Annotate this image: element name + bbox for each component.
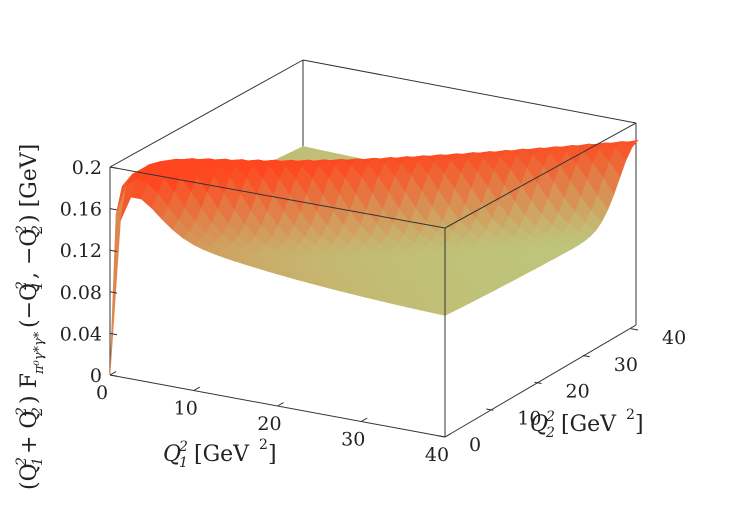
z-axis-label: (Q 2 1 + Q 2 2 ) F π⁰γ*γ* (−Q 2 1 , −Q 2… bbox=[14, 144, 47, 490]
z-tick-label: 0.08 bbox=[60, 282, 102, 304]
y-tick-mark bbox=[630, 328, 639, 331]
z-tick-label: 0.12 bbox=[60, 240, 102, 262]
x-tick-mark bbox=[277, 402, 284, 407]
x-tick-mark bbox=[444, 433, 452, 438]
x-tick-label: 30 bbox=[341, 429, 365, 451]
svg-text:2: 2 bbox=[259, 437, 268, 453]
svg-text:2: 2 bbox=[545, 409, 555, 425]
y-tick-mark bbox=[486, 408, 494, 411]
svg-text:) F: ) F bbox=[17, 373, 42, 404]
y-tick-mark bbox=[582, 354, 590, 358]
z-tick-label: 0.04 bbox=[60, 323, 102, 345]
axis-ticks: 0 10 20 30 40 0 10 20 30 40 0 0.04 0.08 0.12 0.16 0.2 bbox=[60, 157, 687, 466]
surface-patch bbox=[433, 309, 452, 316]
y-tick-label: 20 bbox=[566, 381, 590, 403]
svg-text:2: 2 bbox=[30, 225, 46, 235]
svg-text:2: 2 bbox=[14, 407, 30, 417]
x-axis-label: Q 2 1 [GeV 2 ] bbox=[163, 437, 277, 471]
svg-text:π⁰γ*γ*: π⁰γ*γ* bbox=[32, 331, 47, 375]
surface-patch bbox=[109, 185, 127, 376]
svg-text:+ Q: + Q bbox=[17, 411, 42, 454]
svg-text:, −Q: , −Q bbox=[17, 229, 42, 279]
y-tick-label: 40 bbox=[662, 327, 686, 349]
svg-text:2: 2 bbox=[14, 281, 30, 291]
x-tick-mark bbox=[193, 386, 200, 391]
svg-text:) [GeV]: ) [GeV] bbox=[17, 144, 42, 223]
z-tick-mark bbox=[109, 374, 118, 377]
z-tick-mark bbox=[109, 291, 118, 294]
svg-text:2: 2 bbox=[14, 457, 30, 467]
svg-text:2: 2 bbox=[178, 439, 188, 455]
svg-text:2: 2 bbox=[545, 425, 555, 441]
svg-text:[GeV: [GeV bbox=[194, 442, 250, 467]
surface bbox=[109, 139, 639, 376]
svg-text:]: ] bbox=[635, 412, 644, 437]
svg-text:]: ] bbox=[268, 442, 277, 467]
svg-text:(−Q: (−Q bbox=[17, 283, 42, 328]
svg-text:1: 1 bbox=[30, 457, 46, 466]
z-tick-label: 0 bbox=[90, 365, 102, 387]
y-tick-label: 10 bbox=[517, 407, 541, 429]
x-tick-mark bbox=[109, 371, 117, 376]
svg-text:Q: Q bbox=[163, 442, 181, 467]
plot-box-front bbox=[109, 122, 637, 438]
y-tick-mark bbox=[534, 381, 542, 384]
x-tick-label: 20 bbox=[257, 413, 281, 435]
y-tick-mark bbox=[437, 435, 446, 438]
svg-text:Q: Q bbox=[530, 412, 548, 437]
z-tick-mark bbox=[109, 208, 118, 211]
svg-text:1: 1 bbox=[30, 281, 46, 290]
svg-text:(Q: (Q bbox=[17, 463, 42, 490]
svg-text:2: 2 bbox=[30, 407, 46, 417]
y-tick-label: 30 bbox=[614, 354, 638, 376]
x-tick-label: 0 bbox=[96, 382, 108, 404]
x-tick-label: 10 bbox=[174, 398, 198, 420]
svg-text:2: 2 bbox=[626, 407, 635, 423]
z-tick-mark bbox=[109, 332, 118, 336]
x-tick-mark bbox=[361, 417, 368, 422]
svg-text:[GeV: [GeV bbox=[561, 412, 617, 437]
y-axis-label: Q 2 2 [GeV 2 ] bbox=[530, 407, 644, 441]
z-tick-label: 0.2 bbox=[72, 157, 102, 179]
svg-text:1: 1 bbox=[179, 455, 188, 471]
z-tick-label: 0.16 bbox=[60, 199, 102, 221]
z-tick-mark bbox=[109, 166, 118, 169]
x-tick-label: 40 bbox=[425, 444, 449, 466]
svg-text:2: 2 bbox=[14, 225, 30, 235]
z-tick-mark bbox=[109, 249, 118, 252]
y-tick-label: 0 bbox=[469, 434, 481, 456]
